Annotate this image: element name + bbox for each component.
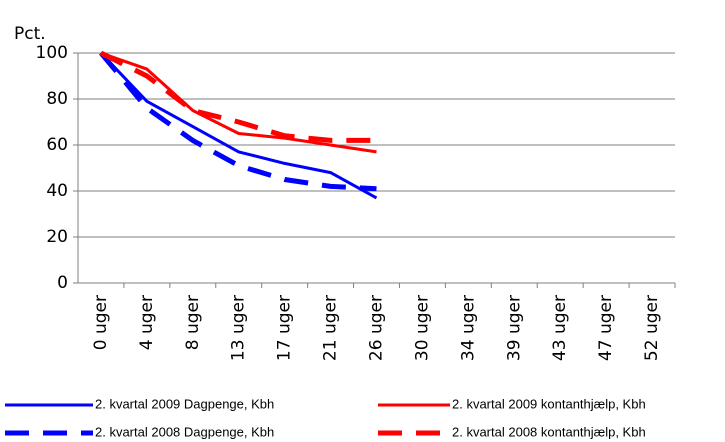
- x-tick-label: 43 uger: [550, 295, 570, 361]
- legend-label: 2. kvartal 2009 Dagpenge, Kbh: [95, 396, 274, 411]
- y-tick-label: 100: [36, 43, 68, 63]
- x-tick-label: 26 uger: [367, 295, 387, 361]
- x-tick-label: 13 uger: [229, 295, 249, 361]
- series-line: [100, 51, 377, 154]
- series-line: [99, 50, 377, 143]
- y-tick-label: 20: [46, 227, 68, 247]
- x-tick-label: 47 uger: [596, 295, 616, 361]
- x-tick-label: 4 uger: [137, 295, 157, 350]
- x-tick-label: 8 uger: [183, 295, 203, 350]
- legend-label: 2. kvartal 2008 Dagpenge, Kbh: [95, 424, 274, 439]
- legend-label: 2. kvartal 2008 kontanthjælp, Kbh: [452, 424, 646, 439]
- y-tick-label: 80: [46, 89, 68, 109]
- y-tick-label: 0: [57, 273, 68, 293]
- x-tick-label: 34 uger: [458, 295, 478, 361]
- x-tick-label: 39 uger: [504, 295, 524, 361]
- x-tick-label: 0 uger: [91, 295, 111, 350]
- legend-label: 2. kvartal 2009 kontanthjælp, Kbh: [452, 396, 646, 411]
- y-axis-label: Pct.: [14, 24, 46, 44]
- y-tick-label: 60: [46, 135, 68, 155]
- x-tick-label: 52 uger: [642, 295, 662, 361]
- x-tick-label: 17 uger: [275, 295, 295, 361]
- x-tick-label: 21 uger: [321, 295, 341, 361]
- series-line: [99, 51, 378, 200]
- x-tick-label: 30 uger: [412, 295, 432, 361]
- y-tick-label: 40: [46, 181, 68, 201]
- series-line: [99, 51, 377, 192]
